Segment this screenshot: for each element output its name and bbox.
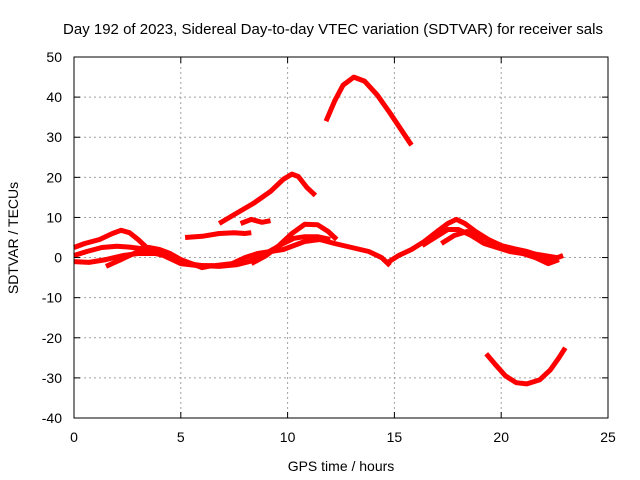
series-arc-5 [184, 230, 252, 240]
x-tick-label: 25 [600, 429, 616, 445]
y-tick-label: -10 [42, 290, 62, 306]
y-tick-label: -30 [42, 370, 62, 386]
y-tick-label: 30 [46, 129, 62, 145]
series-arc-3 [73, 234, 331, 269]
series-arc-2 [73, 237, 392, 269]
series-arc-6 [217, 171, 318, 226]
y-tick-label: 20 [46, 169, 62, 185]
series-arc-8 [250, 221, 339, 266]
series-arc-12 [440, 229, 558, 261]
y-axis-label: SDTVAR / TECUs [5, 182, 21, 294]
series-arc-9 [323, 74, 414, 147]
series-arc-7 [239, 216, 271, 226]
x-tick-label: 20 [493, 429, 509, 445]
x-tick-label: 5 [177, 429, 185, 445]
x-axis-label: GPS time / hours [288, 458, 395, 474]
y-tick-label: -40 [42, 410, 62, 426]
y-tick-label: 0 [54, 250, 62, 266]
x-tick-label: 10 [280, 429, 296, 445]
x-tick-label: 15 [387, 429, 403, 445]
y-tick-label: -20 [42, 330, 62, 346]
grid [74, 57, 608, 418]
y-tick-label: 10 [46, 209, 62, 225]
chart-title: Day 192 of 2023, Sidereal Day-to-day VTE… [63, 21, 603, 38]
y-tick-label: 40 [46, 89, 62, 105]
x-tick-label: 0 [70, 429, 78, 445]
series-arc-13 [484, 346, 568, 387]
plot-frame [73, 56, 609, 419]
series-layer [73, 74, 568, 387]
series-arc-11 [420, 227, 560, 267]
series-arc-4 [104, 245, 214, 271]
y-tick-label: 50 [46, 49, 62, 65]
ticks: 0 5 10 15 20 25 -40 -30 -20 -10 0 10 20 30 40 50 [42, 49, 616, 445]
